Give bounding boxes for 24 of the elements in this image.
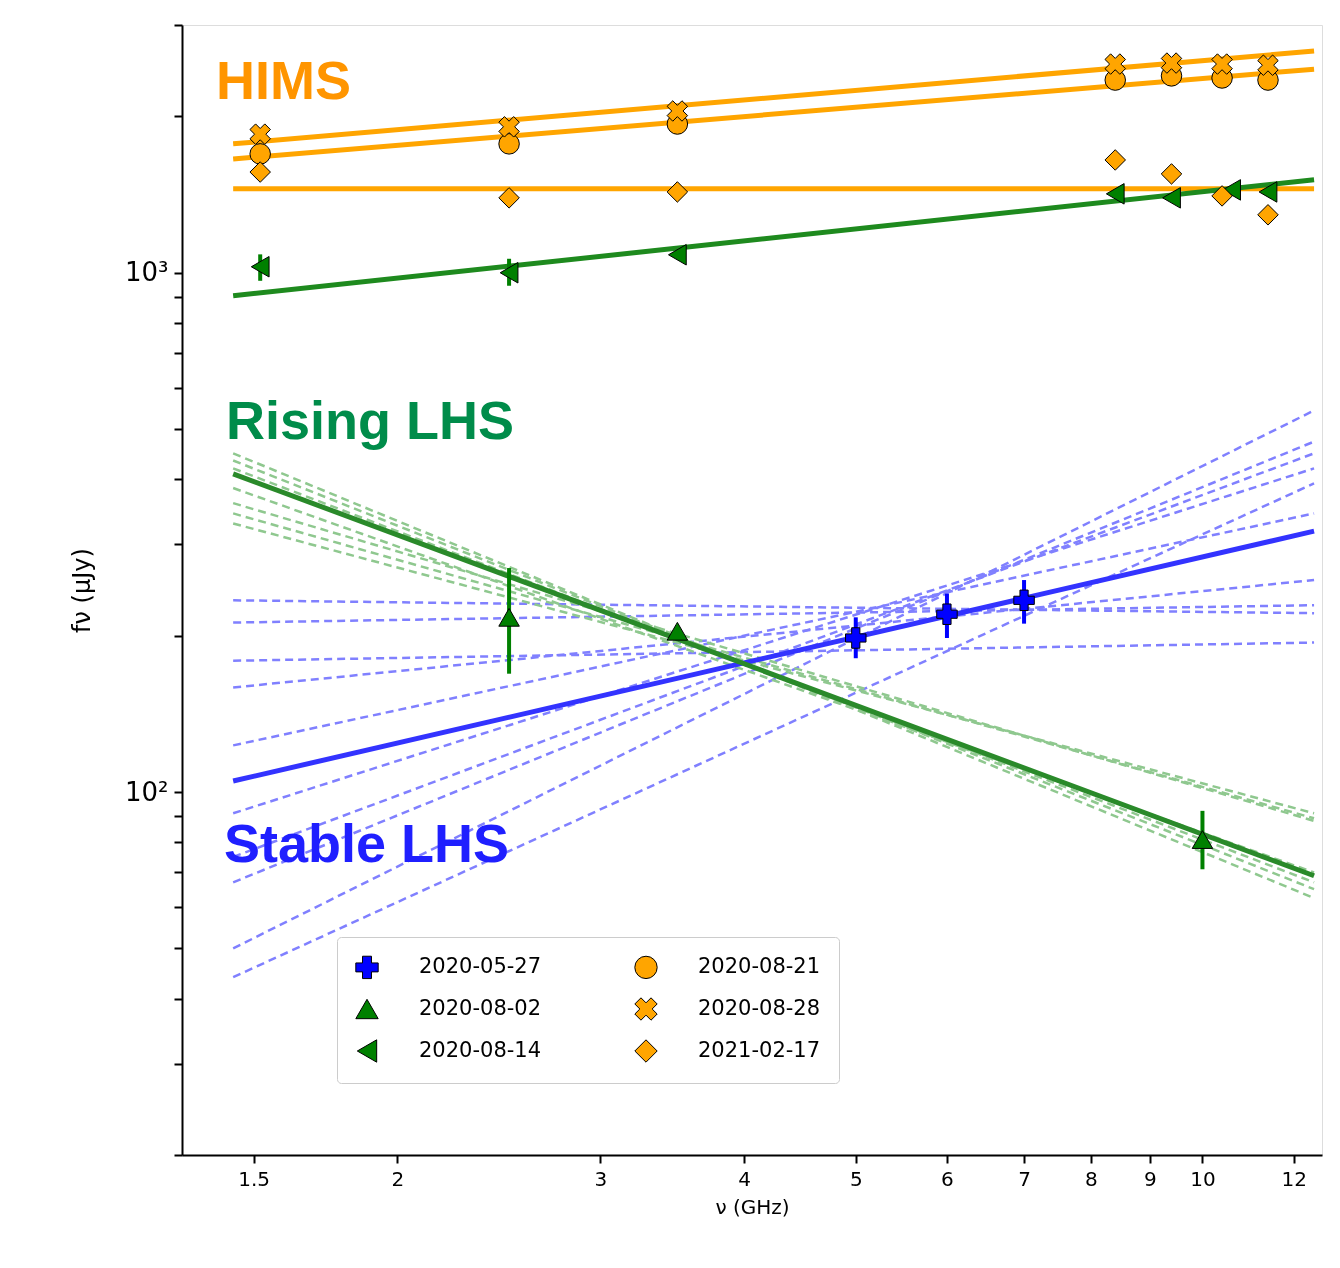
x-axis-title: ν (GHz): [715, 1194, 790, 1219]
annotation: HIMS: [216, 50, 351, 110]
x-tick-label: 5: [849, 1166, 863, 1191]
annotation: Stable LHS: [224, 813, 510, 873]
y-tick-label: 10³: [124, 257, 169, 288]
x-tick-label: 12: [1281, 1166, 1307, 1191]
legend-label: 2020-05-27: [419, 954, 542, 979]
x-tick-label: 2: [391, 1166, 405, 1191]
x-tick-label: 10: [1190, 1166, 1216, 1191]
x-tick-label: 8: [1084, 1166, 1098, 1191]
x-tick-label: 7: [1018, 1166, 1031, 1191]
x-tick-label: 1.5: [238, 1166, 270, 1191]
y-tick-label: 10²: [124, 776, 169, 807]
x-tick-label: 6: [941, 1166, 954, 1191]
y-axis-title: fν (μJy): [67, 548, 96, 633]
x-tick-label: 9: [1143, 1166, 1157, 1191]
x-tick-label: 4: [738, 1166, 752, 1191]
x-tick-label: 3: [594, 1166, 608, 1191]
legend-label: 2020-08-02: [419, 996, 542, 1020]
legend-label: 2021-02-17: [698, 1038, 821, 1062]
legend-label: 2020-08-21: [698, 954, 821, 979]
legend-label: 2020-08-14: [419, 1038, 542, 1062]
legend-label: 2020-08-28: [698, 996, 821, 1020]
annotation: Rising LHS: [226, 390, 515, 450]
